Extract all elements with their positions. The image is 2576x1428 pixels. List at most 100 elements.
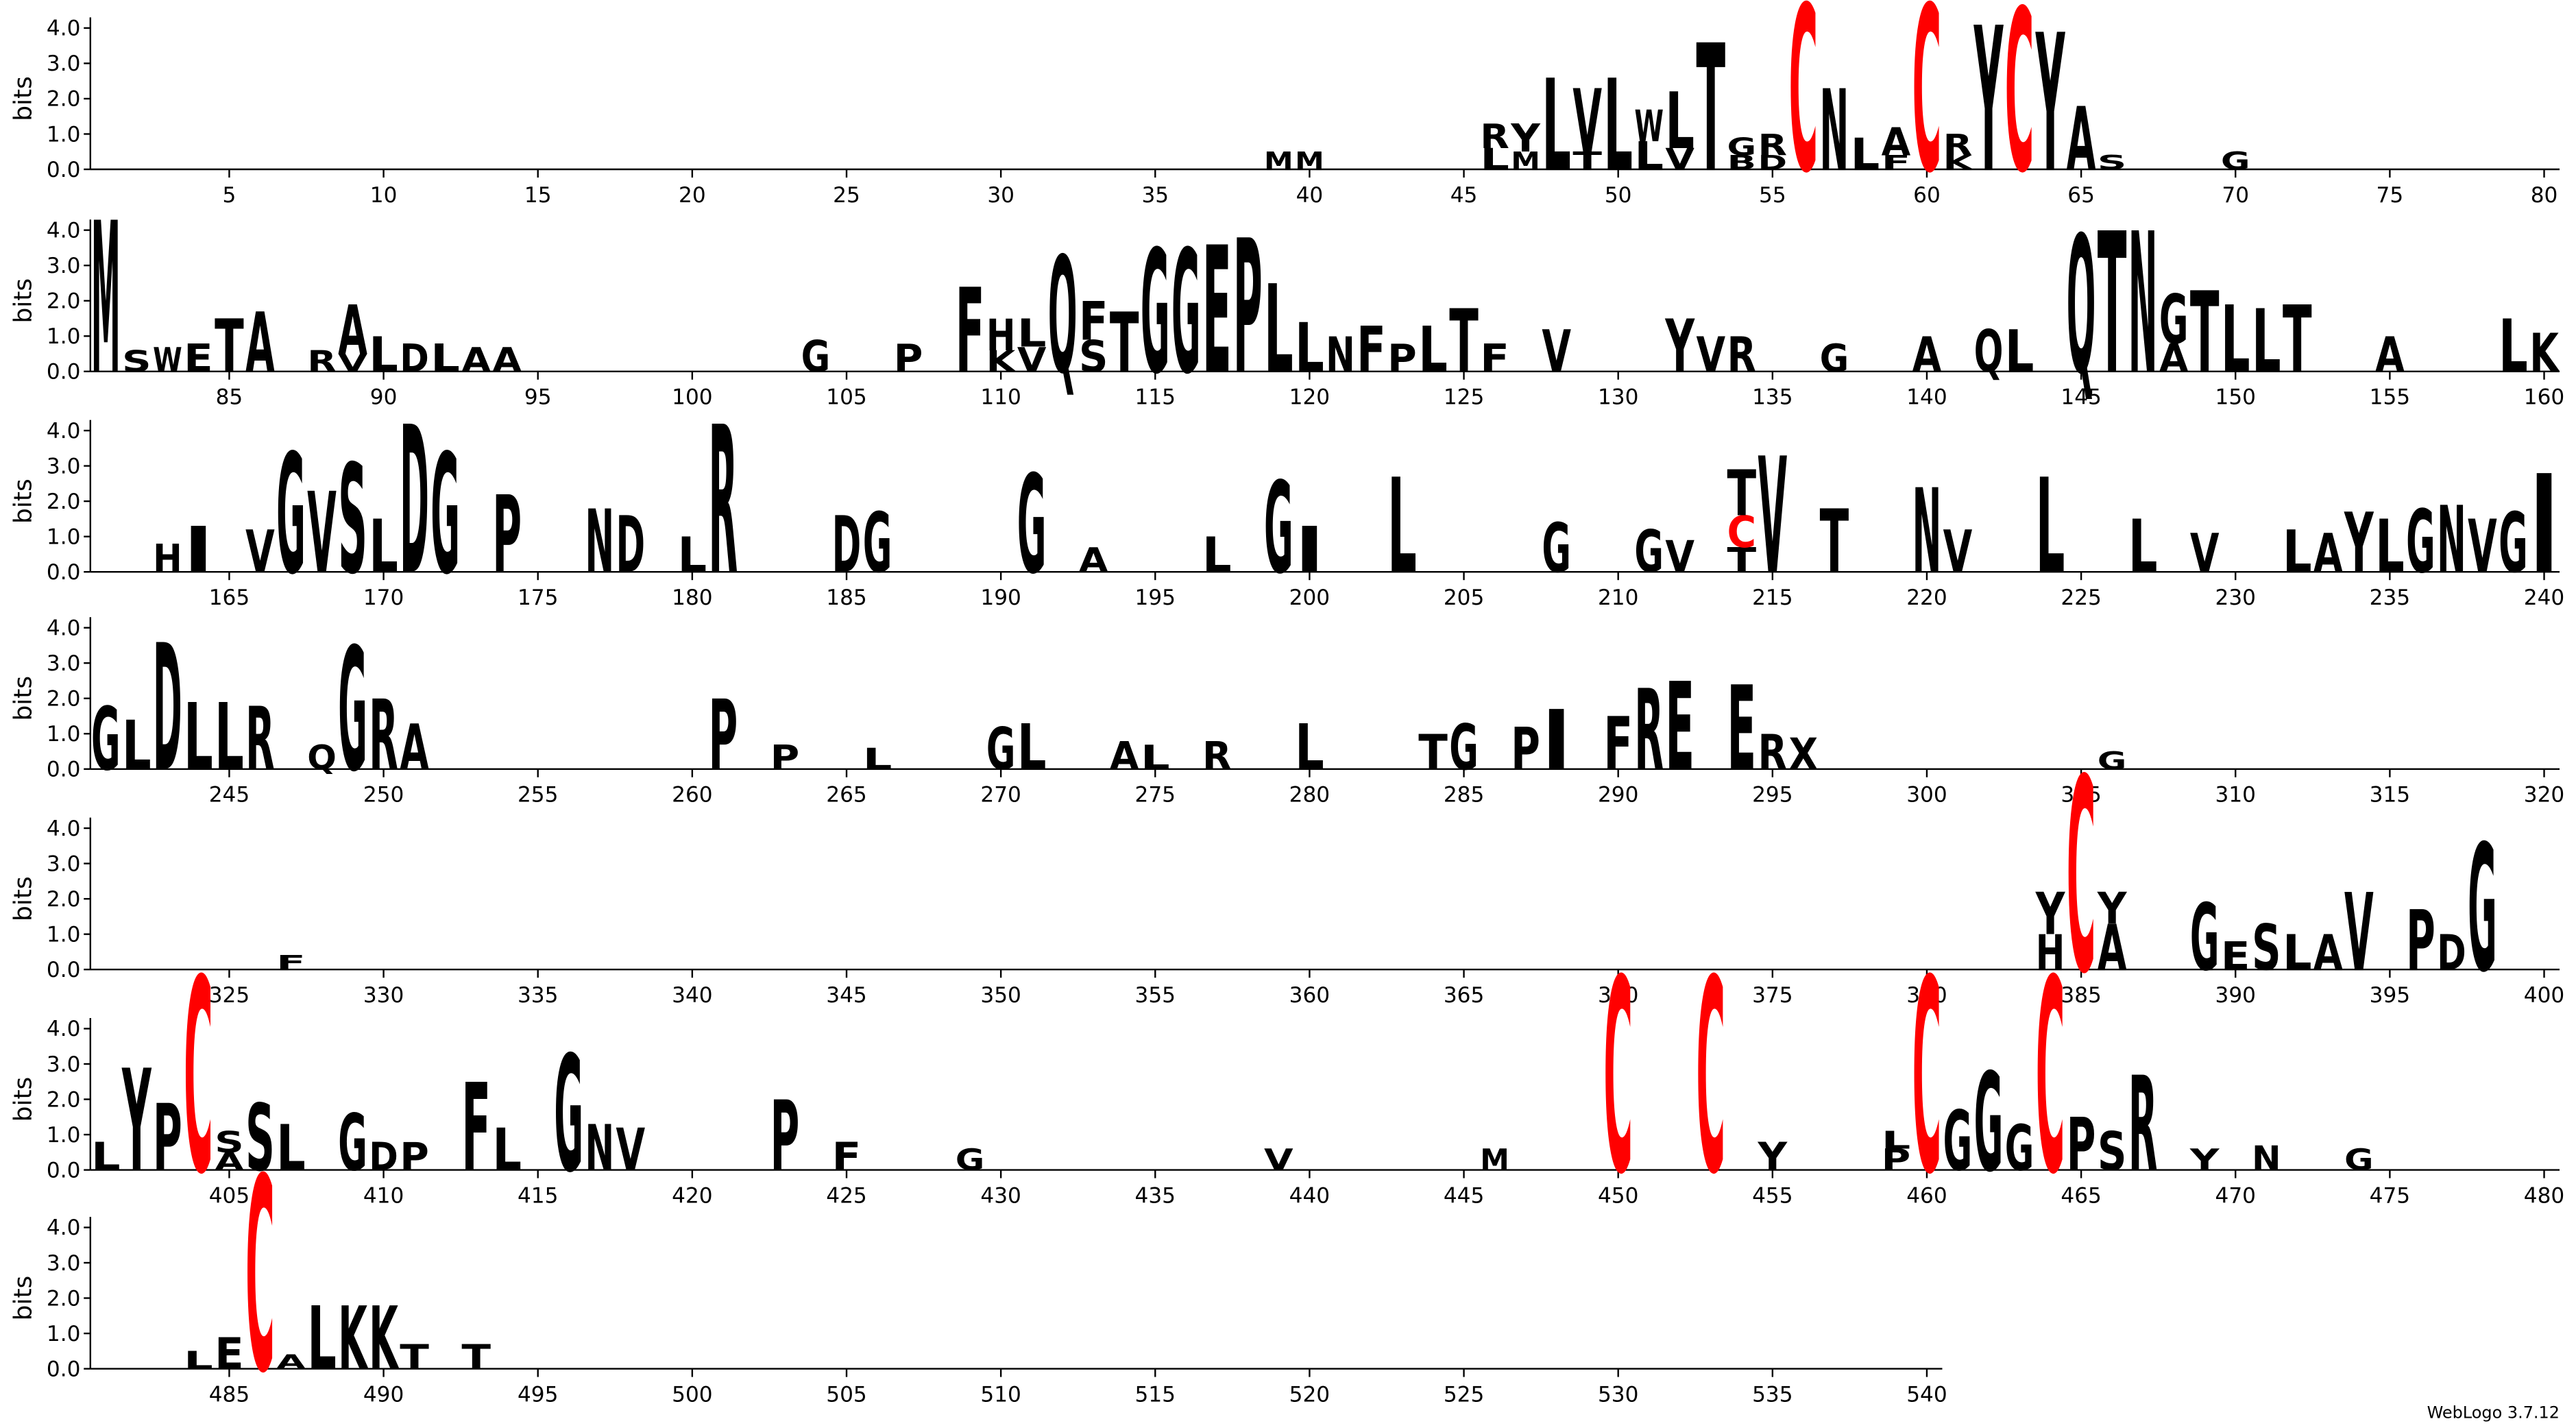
x-tick-label: 305 bbox=[2061, 783, 2101, 808]
logo-letter: T bbox=[2283, 287, 2312, 394]
y-axis-label: bits bbox=[10, 1276, 38, 1321]
x-tick-label: 360 bbox=[1289, 983, 1330, 1008]
x-tick-label: 235 bbox=[2370, 585, 2410, 610]
logo-letter: T bbox=[1727, 457, 1756, 531]
logo-letter: M bbox=[1295, 147, 1324, 176]
x-tick-label: 365 bbox=[1444, 983, 1484, 1008]
logo-letter: S bbox=[122, 345, 151, 378]
x-tick-label: 230 bbox=[2215, 585, 2256, 610]
logo-letter: L bbox=[307, 1288, 337, 1390]
logo-letter: A bbox=[1079, 540, 1108, 580]
logo-letter: E bbox=[2221, 934, 2250, 979]
y-tick-label: 0.0 bbox=[47, 758, 81, 782]
logo-letter: P bbox=[153, 1085, 182, 1192]
y-tick-label: 1.0 bbox=[47, 1322, 81, 1346]
logo-letter: D bbox=[1758, 152, 1788, 174]
logo-letter: N bbox=[2437, 487, 2466, 594]
logo-letter: V bbox=[1017, 340, 1047, 380]
x-tick-label: 530 bbox=[1598, 1383, 1638, 1407]
logo-letter: L bbox=[184, 1347, 213, 1375]
logo-letter: V bbox=[1758, 424, 1788, 609]
x-tick-label: 245 bbox=[209, 783, 250, 808]
logo-letter: D bbox=[2437, 924, 2466, 981]
logo-letter: P bbox=[1511, 715, 1540, 783]
logo-letter: T bbox=[400, 1338, 429, 1377]
x-tick-label: 85 bbox=[216, 385, 243, 410]
y-tick-label: 3.0 bbox=[47, 1251, 81, 1276]
logo-letter: G bbox=[1820, 337, 1849, 381]
x-tick-label: 135 bbox=[1752, 385, 1793, 410]
logo-letter: G bbox=[2221, 147, 2250, 176]
logo-letter: G bbox=[1943, 1095, 1973, 1190]
logo-letter: C bbox=[2036, 923, 2065, 1233]
logo-letter: L bbox=[2005, 317, 2034, 385]
x-tick-label: 540 bbox=[1906, 1383, 1947, 1407]
y-tick-label: 4.0 bbox=[47, 419, 81, 444]
logo-letter: B bbox=[1727, 152, 1756, 174]
logo-letter: C bbox=[1789, 0, 1819, 223]
logo-letter: V bbox=[1665, 143, 1694, 176]
x-tick-label: 410 bbox=[363, 1184, 404, 1209]
x-tick-label: 390 bbox=[2215, 983, 2256, 1008]
logo-letter: G bbox=[2468, 808, 2497, 1011]
y-tick-label: 1.0 bbox=[47, 324, 81, 349]
logo-letter: W bbox=[153, 340, 182, 380]
x-tick-label: 340 bbox=[672, 983, 712, 1008]
logo-letter: C bbox=[184, 923, 213, 1233]
y-tick-label: 4.0 bbox=[47, 16, 81, 41]
logo-letter: A bbox=[276, 1351, 306, 1374]
x-tick-label: 240 bbox=[2524, 585, 2564, 610]
logo-letter: L bbox=[1480, 143, 1509, 176]
x-tick-label: 520 bbox=[1289, 1383, 1330, 1407]
logo-letter: C bbox=[1603, 923, 1633, 1233]
logo-letter: L bbox=[1264, 259, 1293, 400]
logo-letter: L bbox=[1387, 450, 1417, 603]
logo-letter: G bbox=[1727, 133, 1756, 161]
x-tick-label: 275 bbox=[1135, 783, 1176, 808]
logo-letter: G bbox=[956, 1143, 985, 1177]
logo-letter: Y bbox=[1757, 1135, 1788, 1180]
logo-letter: P bbox=[1882, 1143, 1911, 1177]
logo-letter: A bbox=[2159, 337, 2189, 381]
x-tick-label: 320 bbox=[2524, 783, 2564, 808]
logo-letter: G bbox=[1171, 215, 1201, 412]
logo-letter: T bbox=[1572, 147, 1602, 176]
logo-letter: L bbox=[2036, 450, 2065, 603]
y-tick-label: 2.0 bbox=[47, 687, 81, 712]
logo-letter: I bbox=[1542, 694, 1571, 789]
x-tick-label: 415 bbox=[518, 1184, 558, 1209]
x-tick-label: 315 bbox=[2370, 783, 2410, 808]
x-tick-label: 215 bbox=[1752, 585, 1793, 610]
logo-letter: T bbox=[1727, 540, 1756, 580]
logo-letter: G bbox=[2159, 281, 2189, 360]
x-tick-label: 255 bbox=[518, 783, 558, 808]
logo-letter: R bbox=[2128, 1049, 2158, 1201]
logo-letter: F bbox=[1079, 291, 1108, 352]
x-tick-label: 400 bbox=[2524, 983, 2564, 1008]
logo-letter: G bbox=[801, 331, 831, 382]
logo-letter: V bbox=[1542, 317, 1571, 385]
logo-letter: T bbox=[1449, 291, 1479, 392]
logo-letter: L bbox=[91, 1135, 121, 1180]
logo-letter: R bbox=[1943, 128, 1973, 162]
x-tick-label: 295 bbox=[1752, 783, 1793, 808]
x-tick-label: 335 bbox=[518, 983, 558, 1008]
logo-letter: T bbox=[461, 1338, 491, 1377]
logo-letter: V bbox=[1572, 71, 1602, 172]
y-tick-label: 2.0 bbox=[47, 489, 81, 514]
y-tick-label: 4.0 bbox=[47, 1215, 81, 1240]
x-tick-label: 210 bbox=[1598, 585, 1638, 610]
x-tick-label: 345 bbox=[826, 983, 866, 1008]
logo-letter: A bbox=[215, 1148, 245, 1176]
x-tick-label: 420 bbox=[672, 1184, 712, 1209]
logo-letter: S bbox=[2252, 911, 2281, 984]
logo-letter: Y bbox=[2189, 1143, 2221, 1177]
x-tick-label: 445 bbox=[1444, 1184, 1484, 1209]
logo-letter: V bbox=[338, 350, 368, 378]
logo-letter: L bbox=[1295, 309, 1324, 388]
x-tick-label: 95 bbox=[524, 385, 552, 410]
y-tick-label: 2.0 bbox=[47, 289, 81, 314]
x-tick-label: 380 bbox=[1906, 983, 1947, 1008]
logo-letter: P bbox=[1233, 202, 1263, 415]
